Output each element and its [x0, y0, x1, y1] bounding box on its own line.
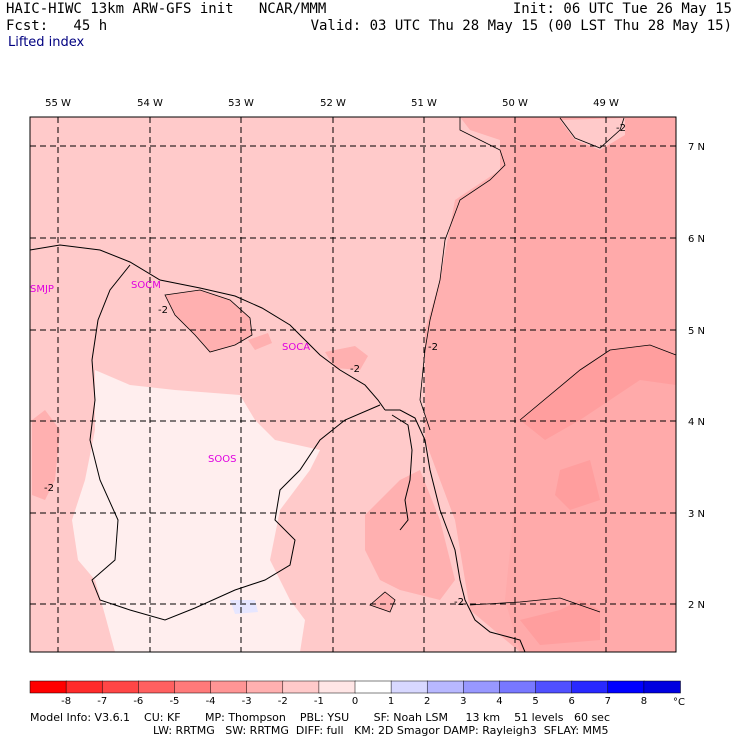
lat-label-2n: 2 N: [688, 600, 705, 611]
colorbar-swatch: [643, 680, 681, 694]
colorbar-tick-label: -6: [133, 696, 143, 707]
lon-label-55w: 55 W: [45, 98, 71, 109]
shade-ne-lighter: [560, 118, 625, 150]
shade-inland-east: [365, 470, 455, 600]
model-title: HAIC-HIWC 13km ARW-GFS init NCAR/MMM: [6, 1, 327, 17]
colorbar-tick-label: 3: [460, 696, 466, 707]
contour-label: -2: [454, 597, 464, 608]
colorbar-tick-label: -8: [61, 696, 71, 707]
lon-label-52w: 52 W: [320, 98, 346, 109]
station-soos: SOOS: [208, 454, 236, 465]
shade-coastal-2: [325, 346, 368, 370]
colorbar-swatch: [138, 680, 176, 694]
colorbar-swatch: [535, 680, 573, 694]
colorbar-tick-label: 1: [388, 696, 394, 707]
lon-label-50w: 50 W: [502, 98, 528, 109]
header-left: HAIC-HIWC 13km ARW-GFS init NCAR/MMM Fcs…: [6, 1, 326, 35]
lon-label-53w: 53 W: [228, 98, 254, 109]
shade-west-strip: [32, 410, 60, 500]
map-frame: [29, 116, 677, 653]
colorbar: [29, 680, 681, 694]
colorbar-tick-label: 4: [496, 696, 502, 707]
valid-time: Valid: 03 UTC Thu 28 May 15 (00 LST Thu …: [310, 18, 732, 34]
lat-label-6n: 6 N: [688, 234, 705, 245]
contour-label: -2: [350, 364, 360, 375]
forecast-hour: Fcst: 45 h: [6, 18, 108, 34]
shade-coastal-1: [165, 290, 252, 352]
graticule: [30, 117, 676, 652]
lon-label-54w: 54 W: [137, 98, 163, 109]
colorbar-swatch: [354, 680, 392, 694]
shade-east-cell: [520, 345, 676, 440]
field-name: Lifted index: [8, 35, 85, 50]
colorbar-tick-label: 2: [424, 696, 430, 707]
colorbar-swatch: [463, 680, 501, 694]
station-soca: SOCA: [282, 342, 310, 353]
colorbar-tick-label: -3: [242, 696, 252, 707]
colorbar-swatch: [318, 680, 356, 694]
colorbar-tick-label: 0: [352, 696, 358, 707]
init-time: Init: 06 UTC Tue 26 May 15: [512, 1, 732, 17]
colorbar-tick-label: 5: [532, 696, 538, 707]
station-smjp: SMJP: [30, 284, 54, 295]
colorbar-swatch: [101, 680, 140, 694]
colorbar-tick-label: -2: [278, 696, 288, 707]
shade-east-cell-2: [555, 460, 600, 510]
contour-label: -2: [616, 123, 626, 134]
coastlines: [29, 244, 526, 653]
lat-label-7n: 7 N: [688, 142, 705, 153]
lat-label-5n: 5 N: [688, 326, 705, 337]
colorbar-ticks: -8 -7 -6 -5 -4 -3 -2 -1 0 1 2 3 4 5 6 7 8: [61, 696, 647, 707]
colorbar-tick-label: -1: [314, 696, 324, 707]
colorbar-tick-label: 8: [641, 696, 647, 707]
shade-interior-light: [72, 370, 320, 652]
colorbar-tick-label: -5: [169, 696, 179, 707]
station-labels: SMJP SOCM SOCA SOOS: [30, 280, 310, 465]
colorbar-swatch: [499, 680, 537, 694]
colorbar-swatch: [390, 680, 428, 694]
colorbar-swatch: [282, 680, 320, 694]
lat-label-3n: 3 N: [688, 509, 705, 520]
station-socm: SOCM: [131, 280, 161, 291]
colorbar-swatch: [210, 680, 248, 694]
colorbar-unit: °C: [673, 697, 685, 708]
colorbar-swatch: [65, 680, 103, 694]
header-right: Init: 06 UTC Tue 26 May 15 Valid: 03 UTC…: [311, 1, 732, 35]
footer-physics-info: LW: RRTMG SW: RRTMG DIFF: full KM: 2D Sm…: [153, 724, 609, 737]
colorbar-swatch: [29, 680, 67, 694]
colorbar-swatch: [571, 680, 609, 694]
shade-coastal-3: [248, 333, 272, 350]
colorbar-tick-label: 6: [568, 696, 574, 707]
lon-label-49w: 49 W: [593, 98, 619, 109]
footer-model-info: Model Info: V3.6.1 CU: KF MP: Thompson P…: [30, 711, 610, 724]
lon-label-51w: 51 W: [411, 98, 437, 109]
colorbar-swatch: [426, 680, 465, 694]
colorbar-tick-label: -4: [206, 696, 216, 707]
contour-labels: -2 -2 -2 -2 -2 -2: [44, 123, 626, 608]
latitude-labels: 7 N 6 N 5 N 4 N 3 N 2 N: [688, 142, 705, 611]
colorbar-tick-label: 7: [605, 696, 611, 707]
contour-label: -2: [44, 483, 54, 494]
colorbar-swatch: [174, 680, 212, 694]
contour-label: -2: [158, 305, 168, 316]
shade-east-cell-3: [520, 600, 600, 645]
colorbar-swatch: [607, 680, 645, 694]
colorbar-tick-label: -7: [97, 696, 107, 707]
lat-label-4n: 4 N: [688, 417, 705, 428]
longitude-labels: 55 W 54 W 53 W 52 W 51 W 50 W 49 W: [45, 98, 619, 109]
contour-label: -2: [428, 342, 438, 353]
colorbar-swatch: [246, 680, 284, 694]
